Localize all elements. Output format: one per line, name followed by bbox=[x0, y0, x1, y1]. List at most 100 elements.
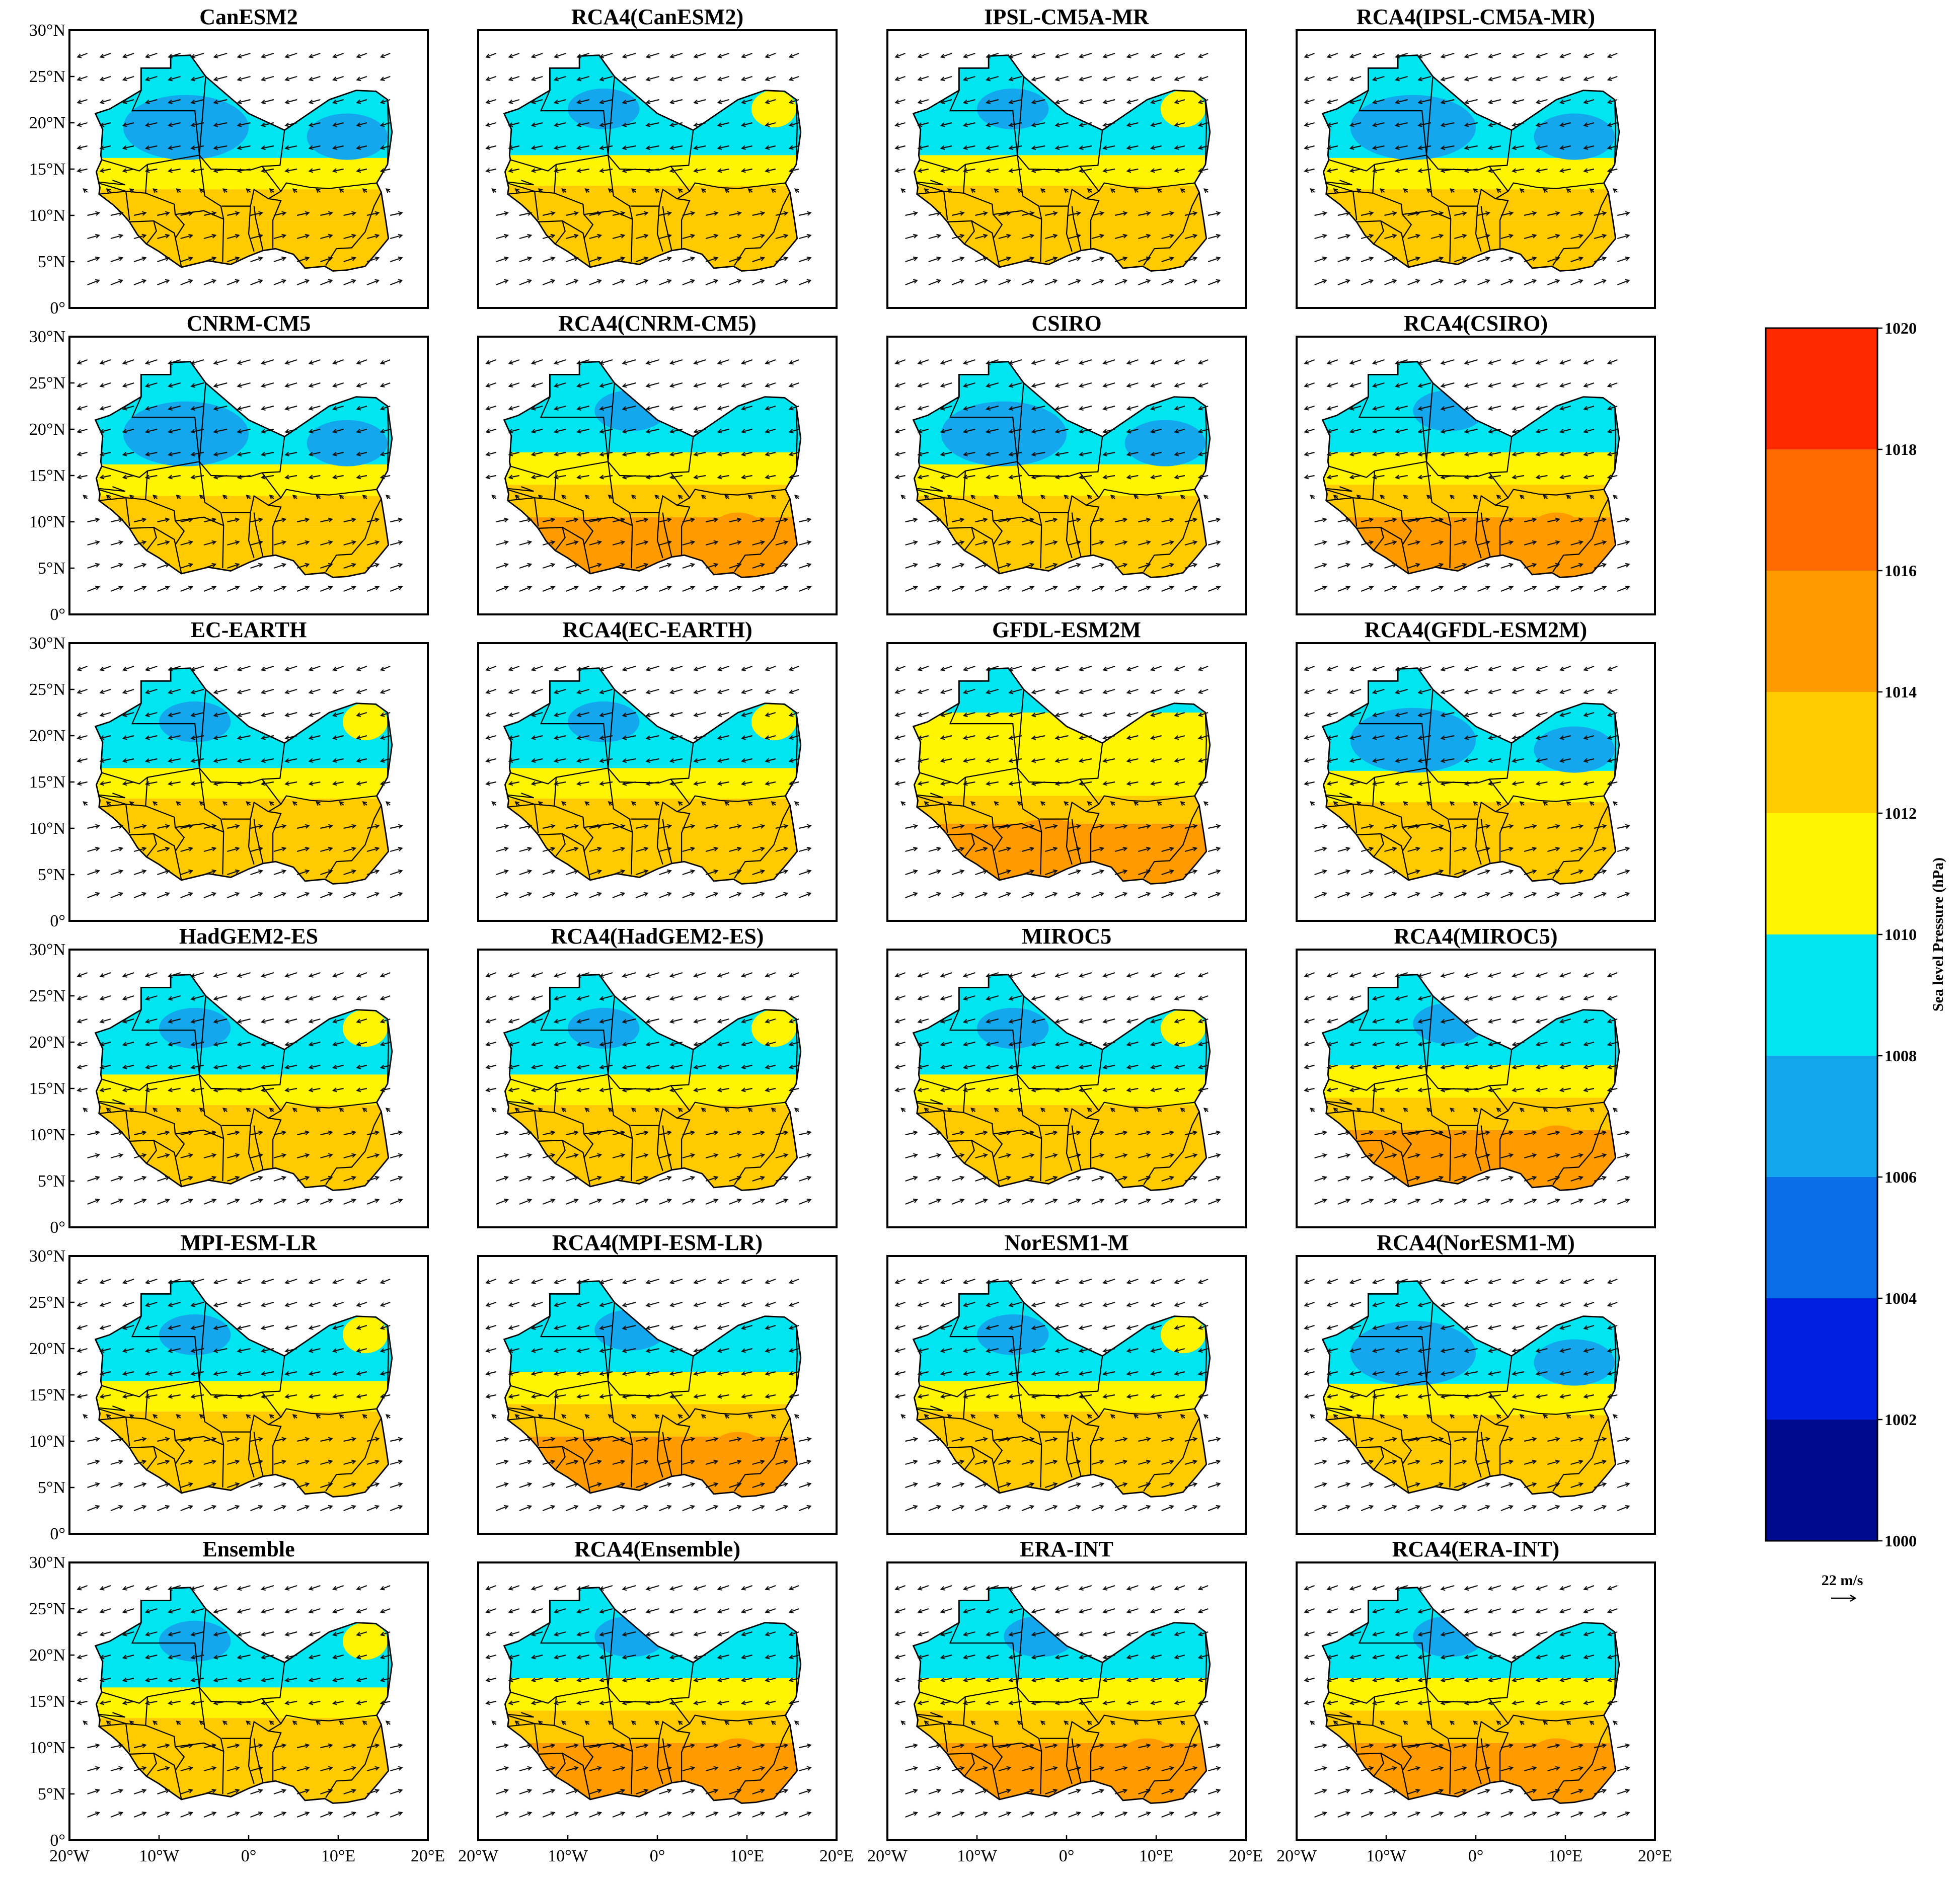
country-border bbox=[538, 1752, 566, 1777]
map-panel: IPSL-CM5A-MR bbox=[886, 5, 1247, 309]
country-border bbox=[1204, 1325, 1207, 1390]
country-border bbox=[562, 1446, 591, 1494]
coastline bbox=[94, 667, 393, 885]
country-border bbox=[917, 793, 943, 799]
country-border bbox=[261, 778, 377, 806]
coastline bbox=[1321, 1587, 1620, 1804]
country-border bbox=[1426, 995, 1434, 1075]
lon-tick-label: 0° bbox=[1468, 1847, 1484, 1865]
country-border bbox=[125, 1417, 130, 1446]
country-border bbox=[125, 191, 130, 220]
country-border bbox=[153, 833, 182, 881]
map-panel: CSIRO bbox=[886, 311, 1247, 615]
country-border bbox=[1066, 206, 1073, 252]
pressure-cell bbox=[568, 1007, 640, 1049]
country-border bbox=[1066, 1125, 1073, 1171]
wind-vectors bbox=[77, 359, 403, 592]
coastline bbox=[912, 54, 1211, 272]
country-border bbox=[608, 461, 633, 526]
country-border bbox=[1017, 461, 1042, 526]
country-border bbox=[1352, 804, 1358, 833]
country-border bbox=[1426, 1049, 1513, 1090]
lat-tick-label: 0° bbox=[50, 605, 65, 624]
lat-tick-label: 0° bbox=[50, 1218, 65, 1237]
country-border bbox=[1488, 778, 1604, 806]
colorbar-segment bbox=[1766, 571, 1877, 692]
colorbar-tick-label: 1002 bbox=[1884, 1411, 1917, 1429]
country-border bbox=[1426, 130, 1513, 171]
country-border bbox=[221, 1414, 281, 1433]
country-border bbox=[1426, 689, 1434, 768]
wind-vectors bbox=[485, 1278, 812, 1512]
country-border bbox=[1086, 811, 1100, 862]
pressure-band bbox=[1322, 1678, 1619, 1711]
pressure-cell bbox=[159, 701, 231, 742]
country-border bbox=[943, 804, 948, 833]
lat-tick-label: 20°N bbox=[29, 420, 65, 439]
country-border bbox=[1475, 206, 1482, 252]
country-border bbox=[608, 1381, 633, 1445]
coastline bbox=[1321, 361, 1620, 578]
panel-title: NorESM1-M bbox=[1005, 1230, 1129, 1255]
lon-tick-label: 20°E bbox=[411, 1847, 445, 1865]
country-border bbox=[971, 1140, 1000, 1187]
panel-title: GFDL-ESM2M bbox=[992, 617, 1141, 642]
lat-tick-label: 10°N bbox=[29, 1432, 65, 1451]
country-border bbox=[1017, 1356, 1103, 1396]
country-border bbox=[1071, 206, 1082, 251]
country-border bbox=[1614, 712, 1616, 777]
wind-vectors bbox=[77, 665, 403, 899]
lat-tick-label: 20°N bbox=[29, 1340, 65, 1358]
country-border bbox=[1204, 712, 1207, 777]
lat-tick-label: 20°N bbox=[29, 1033, 65, 1052]
country-border bbox=[608, 1049, 694, 1090]
country-border bbox=[1495, 811, 1509, 862]
country-border bbox=[534, 1724, 539, 1753]
country-border bbox=[199, 1356, 285, 1396]
country-border bbox=[129, 1446, 157, 1470]
country-border bbox=[1017, 1302, 1024, 1381]
pressure-band bbox=[913, 55, 1210, 155]
country-border bbox=[261, 1085, 377, 1112]
country-border bbox=[947, 220, 975, 245]
country-border bbox=[1356, 526, 1384, 551]
wind-vectors bbox=[1304, 359, 1630, 592]
map-panel: RCA4(MPI-ESM-LR) bbox=[477, 1230, 838, 1535]
pressure-band bbox=[95, 1587, 392, 1688]
pressure-band bbox=[1322, 452, 1619, 485]
country-border bbox=[248, 206, 255, 252]
pressure-cell bbox=[342, 1009, 388, 1047]
country-border bbox=[387, 1631, 389, 1697]
wind-vectors bbox=[1304, 665, 1630, 899]
country-border bbox=[917, 486, 943, 492]
country-border bbox=[608, 1356, 694, 1396]
lon-tick-label: 20°W bbox=[1276, 1847, 1317, 1865]
country-border bbox=[538, 220, 566, 245]
country-border bbox=[1086, 1424, 1100, 1475]
country-border bbox=[129, 833, 157, 857]
pressure-band bbox=[913, 1710, 1210, 1743]
pressure-band bbox=[504, 1710, 801, 1743]
country-border bbox=[1614, 1325, 1616, 1390]
panel-title: RCA4(MIROC5) bbox=[1394, 924, 1557, 949]
coastline bbox=[912, 974, 1211, 1191]
country-border bbox=[248, 1432, 255, 1478]
country-border bbox=[1480, 1738, 1491, 1783]
country-border bbox=[608, 1074, 633, 1139]
country-border bbox=[268, 1117, 282, 1168]
country-border bbox=[917, 191, 944, 195]
country-border bbox=[221, 801, 281, 820]
lat-tick-label: 15°N bbox=[29, 160, 65, 179]
country-border bbox=[554, 777, 594, 852]
country-border bbox=[534, 1111, 539, 1140]
country-border bbox=[1495, 1730, 1509, 1781]
lon-tick-label: 10°E bbox=[1139, 1847, 1173, 1865]
country-border bbox=[1426, 1356, 1513, 1396]
lat-tick-label: 5°N bbox=[38, 866, 65, 884]
lat-tick-label: 30°N bbox=[29, 328, 65, 346]
coastline bbox=[94, 54, 393, 272]
country-border bbox=[662, 206, 672, 251]
country-border bbox=[1017, 1687, 1042, 1752]
coastline bbox=[503, 1587, 802, 1804]
lat-tick-label: 10°N bbox=[29, 513, 65, 531]
